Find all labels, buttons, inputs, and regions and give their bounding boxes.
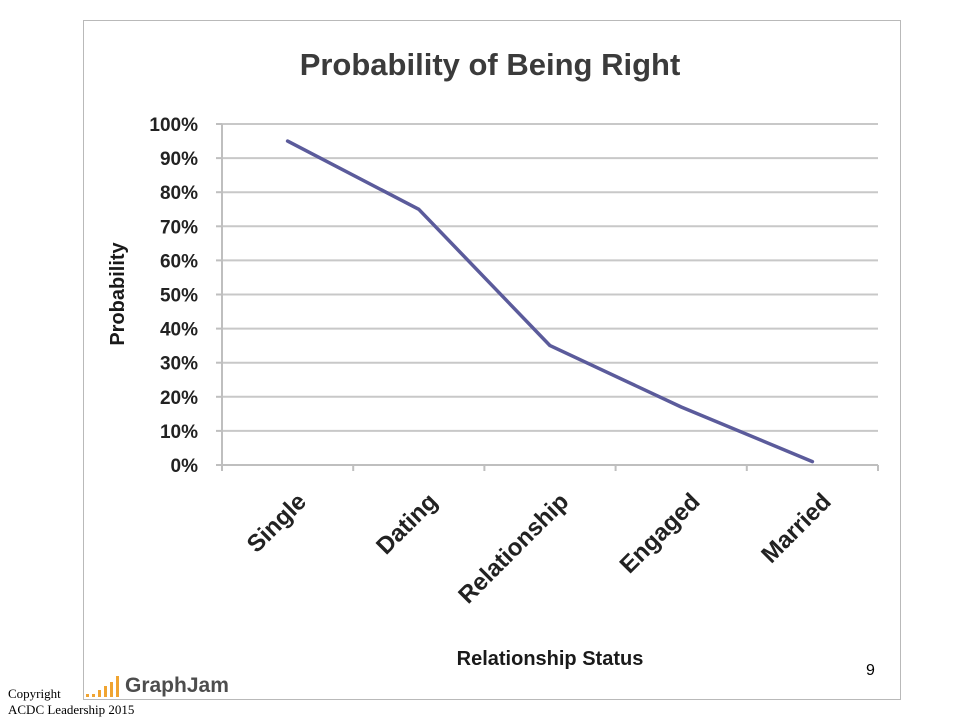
y-tick-label: 0% xyxy=(171,456,199,477)
y-tick-label: 70% xyxy=(160,217,198,238)
copyright-notice: Copyright ACDC Leadership 2015 xyxy=(8,686,134,718)
y-tick-label: 40% xyxy=(160,320,198,341)
chart-frame xyxy=(83,20,901,700)
copyright-line-1: Copyright xyxy=(8,686,61,701)
x-tick-label: Single xyxy=(242,488,312,558)
logo-bars-icon xyxy=(86,675,119,697)
y-tick-labels: 0% 10% 20% 30% 40% 50% 60% 70% 80% 90% 100% xyxy=(149,115,198,477)
y-tick-label: 80% xyxy=(160,183,198,204)
copyright-line-2: ACDC Leadership 2015 xyxy=(8,702,135,717)
x-tick-label: Dating xyxy=(371,488,443,560)
x-tick-label: Married xyxy=(756,488,836,568)
y-tick-label: 60% xyxy=(160,251,198,272)
page-number: 9 xyxy=(866,662,875,679)
axes xyxy=(216,123,879,471)
y-tick-label: 100% xyxy=(149,115,198,136)
series-lines xyxy=(285,139,815,464)
x-tick-labels: Single Dating Relationship Engaged Married xyxy=(242,488,837,609)
y-tick-label: 10% xyxy=(160,422,198,443)
y-tick-label: 20% xyxy=(160,388,198,409)
y-tick-label: 90% xyxy=(160,149,198,170)
gridlines xyxy=(222,123,878,432)
y-axis-label: Probability xyxy=(107,241,129,345)
series-line xyxy=(285,139,815,464)
chart-title: Probability of Being Right xyxy=(300,47,681,82)
graphjam-logo: GraphJam xyxy=(86,671,229,697)
y-tick-label: 50% xyxy=(160,286,198,307)
x-tick-label: Engaged xyxy=(615,488,706,579)
x-tick-label: Relationship xyxy=(453,488,574,609)
logo-text: GraphJam xyxy=(125,674,229,697)
x-axis-label: Relationship Status xyxy=(457,648,644,670)
y-tick-label: 30% xyxy=(160,354,198,375)
